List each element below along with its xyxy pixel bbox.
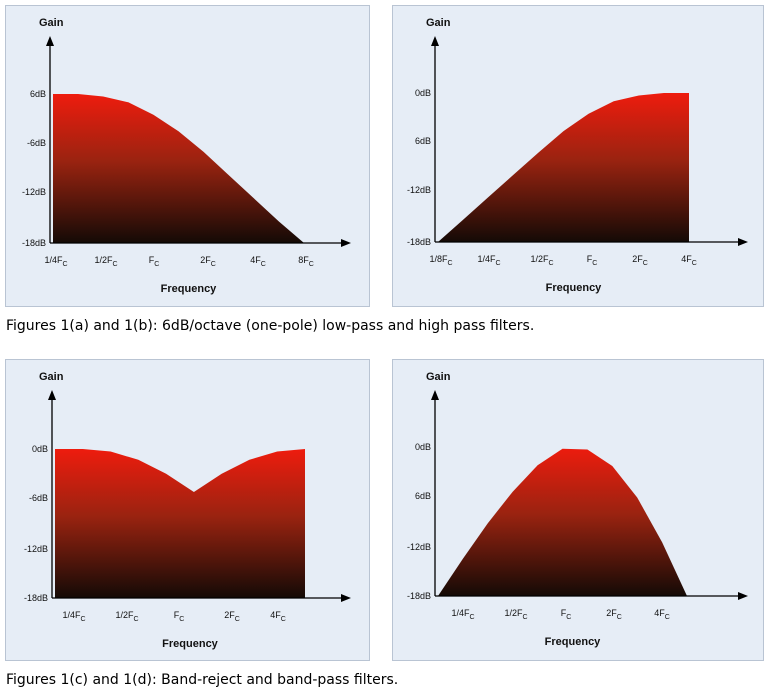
y-tick-label: -6dB [27, 138, 46, 148]
x-tick-label: 4FC [270, 610, 286, 623]
y-axis-title: Gain [39, 17, 64, 29]
x-tick-label: FC [174, 610, 185, 623]
x-tick-label: 1/8FC [429, 254, 452, 267]
x-tick-label: 4FC [654, 608, 670, 621]
y-axis-title: Gain [426, 17, 451, 29]
response-area [438, 93, 689, 242]
x-tick-label: 1/2FC [504, 608, 527, 621]
y-tick-label: -12dB [22, 187, 46, 197]
y-tick-label: 0dB [32, 444, 48, 454]
x-tick-label: 1/2FC [115, 610, 138, 623]
y-tick-label: 0dB [415, 88, 431, 98]
chart-svg: 0dB 6dB -12dB -18dB 1/4FC 1/2FC FC 2FC 4FC Gain Fr… [407, 371, 748, 648]
x-axis-title: Frequency [162, 638, 219, 650]
x-tick-label: 4FC [250, 255, 266, 268]
y-tick-label: -18dB [407, 591, 431, 601]
y-axis-arrow [431, 390, 439, 400]
chart-panel-1d: 0dB 6dB -12dB -18dB 1/4FC 1/2FC FC 2FC 4FC Gain Fr… [392, 359, 764, 661]
x-axis-title: Frequency [161, 283, 218, 295]
x-tick-label: 4FC [681, 254, 697, 267]
y-tick-label: -18dB [22, 238, 46, 248]
y-tick-label: -6dB [29, 493, 48, 503]
chart-panel-1b: 0dB 6dB -12dB -18dB 1/8FC 1/4FC 1/2FC FC 2FC 4FC G… [392, 5, 764, 307]
response-area [55, 449, 305, 598]
figure-caption-bottom: Figures 1(c) and 1(d): Band-reject and b… [6, 672, 399, 688]
y-tick-label: -12dB [24, 544, 48, 554]
x-tick-label: 1/4FC [62, 610, 85, 623]
x-axis-arrow [341, 594, 351, 602]
x-tick-label: 1/4FC [477, 254, 500, 267]
y-tick-label: -18dB [407, 237, 431, 247]
x-tick-label: FC [587, 254, 598, 267]
y-axis-arrow [48, 390, 56, 400]
x-axis-arrow [738, 592, 748, 600]
x-tick-label: 1/2FC [94, 255, 117, 268]
x-tick-label: 1/4FC [44, 255, 67, 268]
y-tick-label: 6dB [415, 491, 431, 501]
x-tick-label: 2FC [224, 610, 240, 623]
x-tick-label: 2FC [200, 255, 216, 268]
y-tick-label: -18dB [24, 593, 48, 603]
y-axis-title: Gain [39, 371, 64, 383]
y-axis-title: Gain [426, 371, 451, 383]
chart-svg: 0dB 6dB -12dB -18dB 1/8FC 1/4FC 1/2FC FC 2FC 4FC G… [407, 17, 748, 294]
x-tick-label: FC [149, 255, 160, 268]
x-tick-label: FC [561, 608, 572, 621]
y-tick-label: 0dB [415, 442, 431, 452]
x-axis-arrow [738, 238, 748, 246]
x-tick-label: 8FC [298, 255, 314, 268]
x-axis-title: Frequency [546, 282, 603, 294]
y-axis-arrow [46, 36, 54, 46]
chart-panel-1a: 6dB -6dB -12dB -18dB 1/4FC 1/2FC FC 2FC 4FC 8FC Ga… [5, 5, 370, 307]
figure-caption-top: Figures 1(a) and 1(b): 6dB/octave (one-p… [6, 318, 535, 334]
chart-svg: 6dB -6dB -12dB -18dB 1/4FC 1/2FC FC 2FC 4FC 8FC Ga… [22, 17, 351, 295]
x-axis-arrow [341, 239, 351, 247]
response-area [438, 448, 687, 596]
y-tick-label: 6dB [30, 89, 46, 99]
y-tick-label: -12dB [407, 542, 431, 552]
x-tick-label: 2FC [606, 608, 622, 621]
x-tick-label: 2FC [632, 254, 648, 267]
x-tick-label: 1/4FC [451, 608, 474, 621]
y-tick-label: -12dB [407, 185, 431, 195]
chart-panel-1c: 0dB -6dB -12dB -18dB 1/4FC 1/2FC FC 2FC 4FC Gain F… [5, 359, 370, 661]
x-axis-title: Frequency [545, 636, 602, 648]
y-axis-arrow [431, 36, 439, 46]
x-tick-label: 1/2FC [530, 254, 553, 267]
y-tick-label: 6dB [415, 136, 431, 146]
response-area [53, 94, 304, 243]
chart-svg: 0dB -6dB -12dB -18dB 1/4FC 1/2FC FC 2FC 4FC Gain F… [24, 371, 351, 650]
